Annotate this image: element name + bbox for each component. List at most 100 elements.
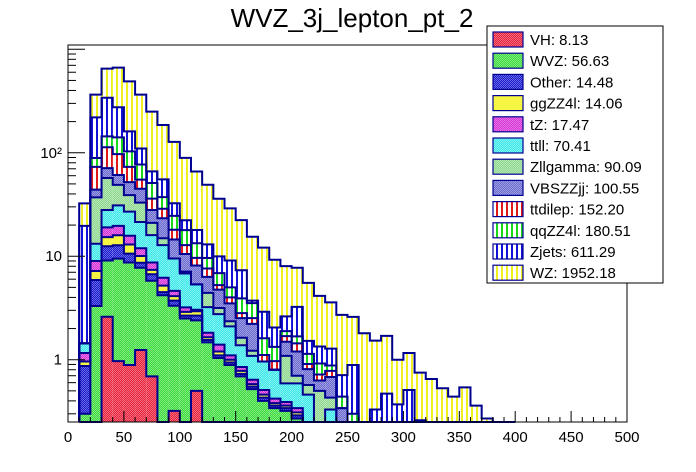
bar-other-bin-5 — [135, 262, 147, 268]
legend-swatch-qqzz4l — [492, 222, 524, 239]
bar-ttdilep-bin-14 — [235, 313, 247, 319]
bar-vbszzjj-bin-9 — [179, 254, 191, 272]
bar-ttdilep-bin-19 — [291, 343, 303, 352]
bar-qqzz4l-bin-24 — [347, 413, 359, 422]
bar-wz-bin-14 — [235, 220, 247, 271]
bar-zjets-bin-17 — [269, 327, 281, 347]
legend-label-ttll: ttll: 70.41 — [530, 138, 591, 155]
bar-tz-bin-2 — [101, 227, 113, 238]
bar-ggzz4l-bin-13 — [224, 359, 236, 363]
bar-wz-bin-11 — [202, 184, 214, 245]
bar-tz-bin-14 — [235, 367, 247, 371]
series-vh — [101, 316, 203, 422]
bar-vbszzjj-bin-12 — [213, 289, 225, 308]
bar-vbszzjj-bin-19 — [291, 351, 303, 376]
legend-label-ttdilep: ttdilep: 152.20 — [530, 202, 624, 219]
bar-qqzz4l-bin-23 — [336, 396, 348, 409]
bar-zjets-bin-9 — [179, 220, 191, 231]
bar-qqzz4l-bin-16 — [258, 338, 270, 356]
bar-zjets-bin-3 — [112, 107, 124, 138]
bar-ttdilep-bin-16 — [258, 355, 270, 362]
bar-vbszzjj-bin-8 — [168, 239, 180, 259]
bar-qqzz4l-bin-12 — [213, 273, 225, 286]
bar-wz-bin-33 — [448, 396, 460, 422]
bar-qqzz4l-bin-2 — [101, 136, 113, 148]
legend-swatch-zllgamma — [492, 158, 524, 175]
bar-zllgamma-bin-3 — [112, 184, 124, 206]
bar-zllgamma-bin-4 — [123, 195, 136, 212]
y-tick-label: 10 — [45, 248, 62, 265]
y-tick-label: 10² — [40, 145, 62, 162]
bar-vbszzjj-bin-15 — [246, 323, 259, 351]
bar-wz-bin-13 — [224, 208, 236, 261]
bar-ttll-bin-11 — [202, 307, 214, 333]
bar-vh-bin-10 — [190, 390, 203, 422]
bar-ttdilep-bin-20 — [302, 363, 314, 370]
legend-label-wz: WZ: 1952.18 — [530, 265, 616, 282]
bar-qqzz4l-bin-11 — [202, 257, 214, 269]
bar-ttdilep-bin-9 — [179, 245, 191, 255]
bar-ttdilep-bin-1 — [90, 166, 102, 190]
bar-ggzz4l-bin-7 — [157, 285, 169, 293]
bar-zjets-bin-20 — [302, 340, 314, 354]
bar-wvz-bin-3 — [112, 258, 124, 362]
bar-tz-bin-17 — [269, 398, 281, 404]
bar-ttll-bin-22 — [325, 409, 337, 422]
bar-vbszzjj-bin-4 — [123, 182, 136, 196]
legend-label-ggzz4l: ggZZ4l: 14.06 — [530, 96, 623, 113]
bar-qqzz4l-bin-10 — [190, 243, 203, 258]
bar-other-bin-9 — [179, 315, 191, 319]
legend-swatch-ttdilep — [492, 201, 524, 218]
bar-ggzz4l-bin-15 — [246, 384, 259, 387]
bar-other-bin-17 — [269, 405, 281, 409]
bar-wvz-bin-15 — [246, 389, 259, 422]
bar-ttll-bin-16 — [258, 361, 270, 390]
legend-swatch-vh — [492, 31, 524, 48]
bar-ttdilep-bin-18 — [280, 336, 292, 342]
bar-vbszzjj-bin-1 — [90, 189, 102, 198]
bar-ggzz4l-bin-10 — [190, 311, 203, 316]
bar-other-bin-3 — [112, 245, 124, 259]
bar-zjets-bin-11 — [202, 244, 214, 258]
bar-other-bin-0 — [79, 365, 91, 414]
bar-ttdilep-bin-6 — [146, 198, 158, 210]
bar-qqzz4l-bin-17 — [269, 346, 281, 362]
bar-ggzz4l-bin-11 — [202, 337, 214, 341]
bar-qqzz4l-bin-14 — [235, 298, 247, 314]
series-tz — [79, 225, 303, 413]
bar-vh-bin-6 — [146, 376, 158, 422]
bar-wvz-bin-4 — [123, 262, 136, 365]
bar-tz-bin-13 — [224, 355, 236, 360]
y-tick-label: 1 — [54, 352, 62, 369]
bar-other-bin-1 — [90, 279, 102, 307]
bar-wz-bin-17 — [269, 259, 281, 328]
legend-swatch-wvz — [492, 52, 524, 69]
bar-qqzz4l-bin-8 — [168, 215, 180, 230]
bar-ggzz4l-bin-16 — [258, 394, 270, 398]
bar-zllgamma-bin-6 — [146, 222, 158, 236]
bar-zllgamma-bin-21 — [313, 390, 326, 422]
legend-swatch-ttll — [492, 137, 524, 154]
x-tick-label: 150 — [223, 429, 248, 446]
bar-zjets-bin-14 — [235, 270, 247, 299]
bar-qqzz4l-bin-13 — [224, 287, 236, 298]
bar-wvz-bin-2 — [101, 260, 113, 317]
x-tick-label: 500 — [614, 429, 639, 446]
bar-wz-bin-3 — [112, 67, 124, 108]
legend-swatch-other — [492, 73, 524, 91]
bar-wvz-bin-14 — [235, 376, 247, 422]
bar-tz-bin-0 — [79, 353, 91, 362]
bar-vbszzjj-bin-14 — [235, 318, 247, 338]
bar-ggzz4l-bin-18 — [280, 405, 292, 409]
bar-other-bin-11 — [202, 340, 214, 343]
bar-zjets-bin-1 — [90, 117, 102, 158]
bar-ttll-bin-2 — [101, 209, 113, 228]
legend: VH: 8.13 WVZ: 56.63 Other: 14.48 ggZZ4l: 14… — [486, 25, 664, 284]
bar-qqzz4l-bin-20 — [302, 353, 314, 364]
bar-wz-bin-6 — [146, 111, 158, 172]
bar-wz-bin-20 — [302, 282, 314, 341]
bar-tz-bin-1 — [90, 260, 102, 271]
bar-zjets-bin-26 — [369, 409, 382, 422]
bar-zjets-bin-19 — [291, 306, 303, 337]
